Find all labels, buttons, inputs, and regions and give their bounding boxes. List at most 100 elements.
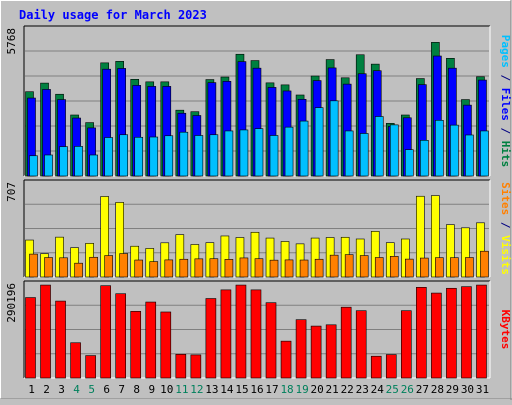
bar-sites-day-11: [179, 258, 189, 278]
bar-pages-day-22: [344, 130, 354, 177]
bar-pages-day-11: [179, 131, 189, 177]
x-tick-label-day-25: 25: [386, 383, 399, 396]
legend-part-2: Visits: [499, 235, 512, 275]
bar-pages-day-3: [59, 146, 68, 177]
panel-hits: 5768 Pages / Files / Hits: [5, 25, 512, 177]
bar-sites-day-3: [59, 257, 68, 278]
bar-pages-day-4: [74, 146, 83, 177]
bar-pages-day-24: [374, 116, 384, 177]
x-tick-label-day-18: 18: [280, 383, 293, 396]
bar-sites-day-12: [194, 258, 204, 278]
bar-kbytes-day-11: [175, 353, 187, 379]
x-tick-label-day-19: 19: [295, 383, 308, 396]
bar-pages-day-10: [164, 135, 174, 177]
x-tick-label-day-27: 27: [416, 383, 429, 396]
bar-pages-day-29: [450, 124, 459, 177]
x-tick-label-day-7: 7: [118, 383, 125, 396]
chart-panels: 5768 Pages / Files / Hits 707 Sites / Visit…: [5, 25, 512, 379]
x-tick-label-day-9: 9: [148, 383, 155, 396]
bar-pages-day-17: [269, 135, 279, 177]
bar-sites-day-7: [119, 253, 128, 278]
bar-sites-day-25: [389, 256, 399, 278]
x-tick-label-day-17: 17: [265, 383, 278, 396]
bar-sites-day-2: [44, 257, 53, 278]
bar-pages-day-1: [29, 155, 38, 177]
legend-part-0: KBytes: [499, 310, 512, 350]
bar-pages-day-16: [254, 128, 264, 177]
bar-kbytes-day-14: [220, 289, 232, 379]
bar-sites-day-13: [209, 258, 219, 278]
bar-kbytes-day-24: [370, 355, 382, 379]
bar-kbytes-day-30: [461, 286, 472, 379]
bar-pages-day-6: [104, 137, 113, 177]
bar-kbytes-day-28: [431, 292, 442, 379]
x-tick-label-day-2: 2: [43, 383, 50, 396]
x-tick-label-day-13: 13: [205, 383, 218, 396]
bar-kbytes-day-12: [190, 354, 202, 379]
bar-sites-day-16: [254, 258, 264, 278]
bar-sites-day-15: [239, 257, 249, 278]
bar-kbytes-day-19: [295, 319, 307, 379]
bar-kbytes-day-27: [416, 287, 427, 379]
bar-pages-day-15: [239, 129, 249, 177]
panel-kbytes: 290196 KBytes: [5, 280, 512, 379]
bar-sites-day-10: [164, 259, 174, 278]
bar-kbytes-day-9: [145, 301, 157, 379]
x-axis-day-labels: 1 2 3 4 5 6 7 8 9 10 11 12 13 14 15 16 17 18 19 20 21 22 23 24 2…: [28, 383, 489, 396]
legend-part-3: /: [499, 121, 512, 141]
x-tick-label-day-12: 12: [190, 383, 203, 396]
bar-pages-day-8: [134, 136, 144, 177]
bar-kbytes-day-2: [40, 284, 51, 379]
bar-kbytes-day-17: [265, 302, 277, 379]
bar-sites-day-21: [329, 254, 339, 278]
legend-part-2: Files: [499, 88, 512, 121]
x-tick-label-day-28: 28: [431, 383, 444, 396]
bar-sites-day-30: [465, 257, 474, 278]
bar-kbytes-day-6: [100, 285, 111, 379]
x-tick-label-day-23: 23: [356, 383, 369, 396]
bar-sites-day-4: [74, 262, 83, 278]
bar-sites-day-9: [149, 261, 159, 278]
bar-sites-day-6: [104, 255, 113, 278]
panel-hits-legend: Pages / Files / Hits: [499, 35, 512, 168]
bar-pages-day-31: [480, 130, 489, 177]
bar-kbytes-day-31: [476, 284, 487, 379]
bar-kbytes-day-7: [115, 293, 126, 379]
chart-title: Daily usage for March 2023: [19, 8, 207, 22]
bar-pages-day-9: [149, 136, 159, 177]
x-tick-label-day-14: 14: [220, 383, 234, 396]
bar-kbytes-day-18: [280, 340, 292, 379]
bar-kbytes-day-22: [340, 306, 352, 379]
bar-sites-day-28: [435, 257, 444, 278]
bar-pages-day-30: [465, 134, 474, 177]
bar-kbytes-day-16: [250, 289, 262, 379]
x-tick-label-day-3: 3: [58, 383, 65, 396]
bar-sites-day-23: [359, 255, 369, 278]
bar-pages-day-13: [209, 134, 219, 177]
panel-hits-max-label: 5768: [5, 28, 18, 55]
bar-kbytes-day-26: [401, 310, 412, 379]
bar-kbytes-day-4: [70, 342, 81, 379]
x-tick-label-day-15: 15: [235, 383, 248, 396]
bar-sites-day-24: [374, 257, 384, 278]
bar-sites-day-22: [344, 254, 354, 278]
bar-pages-day-25: [389, 124, 399, 177]
bar-pages-day-2: [44, 154, 53, 177]
legend-part-0: Sites: [499, 182, 512, 215]
x-tick-label-day-30: 30: [461, 383, 474, 396]
bar-kbytes-day-29: [446, 287, 457, 379]
panel-visits-legend: Sites / Visits: [499, 182, 512, 275]
bar-pages-day-19: [299, 120, 309, 177]
panel-kbytes-legend: KBytes: [499, 310, 512, 350]
bar-pages-day-28: [435, 120, 444, 177]
bar-sites-day-14: [224, 259, 234, 278]
x-tick-label-day-16: 16: [250, 383, 263, 396]
bar-kbytes-day-20: [310, 325, 322, 379]
bar-sites-day-8: [134, 259, 144, 278]
x-tick-label-day-21: 21: [326, 383, 339, 396]
bar-kbytes-day-3: [55, 300, 66, 379]
bar-sites-day-18: [284, 259, 294, 278]
x-tick-label-day-11: 11: [175, 383, 188, 396]
